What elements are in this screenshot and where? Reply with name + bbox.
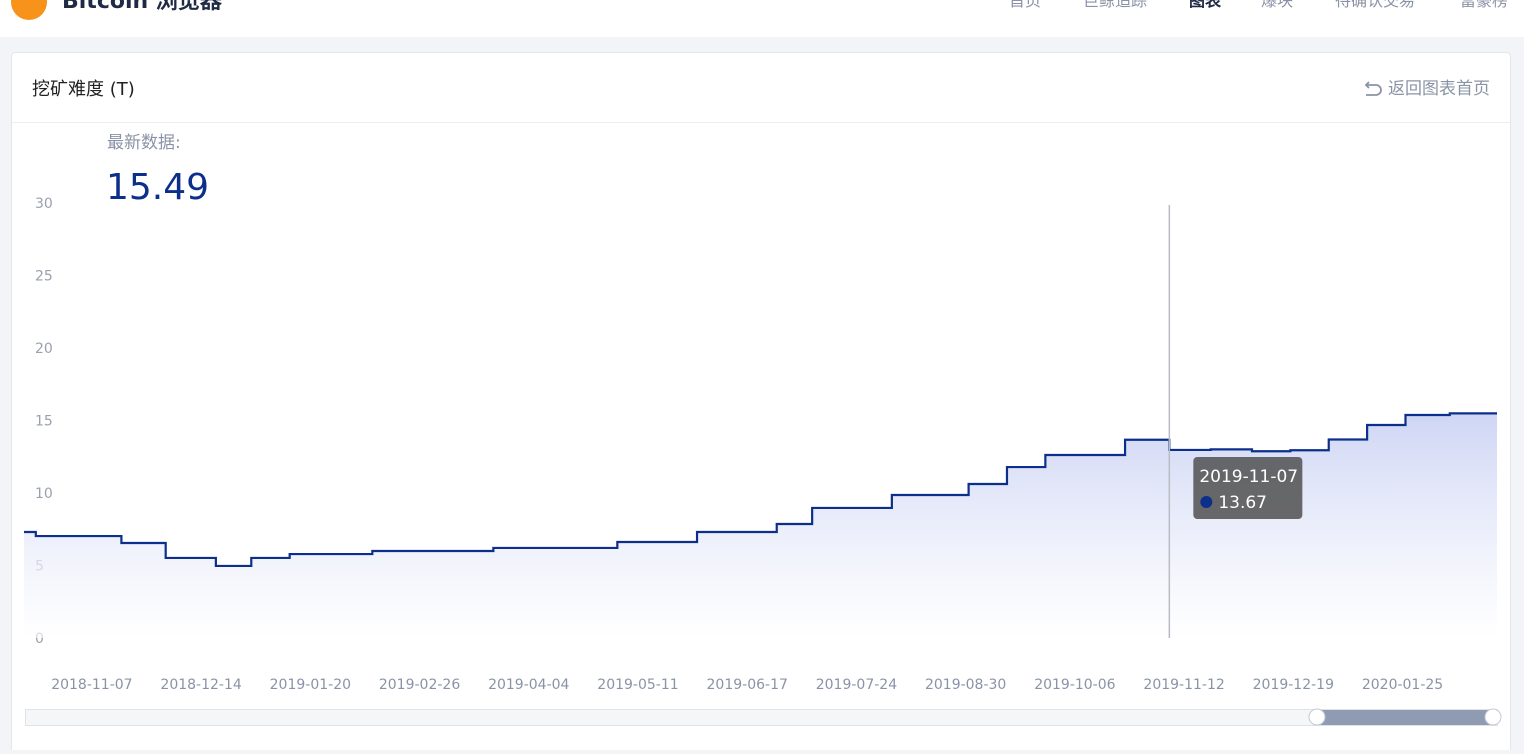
- y-tick-label: 0: [35, 631, 44, 647]
- line: [24, 412, 1497, 568]
- nav-item[interactable]: 首页: [1009, 0, 1041, 10]
- nav-item[interactable]: 巨鲸追踪: [1083, 0, 1147, 10]
- y-tick-label: 30: [35, 196, 53, 212]
- x-tick-label: 2019-07-24: [816, 677, 897, 693]
- x-tick-label: 2019-10-06: [1034, 677, 1115, 693]
- x-tick-label: 2019-08-30: [925, 677, 1006, 693]
- nav-item[interactable]: 图表: [1189, 0, 1222, 10]
- x-tick-label: 2018-12-14: [160, 677, 241, 693]
- y-tick-label: 20: [35, 341, 53, 357]
- x-tick-label: 2018-11-07: [51, 677, 132, 693]
- area: [24, 413, 1497, 638]
- x-tick-label: 2019-06-17: [707, 677, 788, 693]
- zoom-range[interactable]: [1317, 710, 1493, 725]
- x-tick-label: 2019-02-26: [379, 677, 460, 693]
- panel: [11, 52, 1511, 754]
- nav-item[interactable]: 爆块: [1261, 0, 1293, 10]
- site-title: Bitcoin 浏览器: [62, 0, 223, 14]
- y-tick-label: 15: [35, 414, 53, 430]
- tooltip-value: 13.67: [1218, 493, 1267, 513]
- top-bar: [0, 0, 1524, 37]
- zoom-track[interactable]: [25, 709, 1498, 726]
- latest-label: 最新数据:: [107, 133, 181, 153]
- back-icon[interactable]: [1364, 81, 1382, 96]
- tooltip-box: [1193, 457, 1303, 519]
- panel-title: 挖矿难度 (T): [32, 79, 135, 100]
- nav-item[interactable]: 待确认交易: [1335, 0, 1415, 10]
- tooltip-date: 2019-11-07: [1199, 467, 1298, 487]
- x-tick-label: 2019-12-19: [1253, 677, 1334, 693]
- y-tick-label: 25: [35, 269, 53, 285]
- zoom-handle[interactable]: [1308, 708, 1326, 726]
- latest-value: 15.49: [106, 167, 209, 208]
- tooltip-dot: [1200, 496, 1213, 508]
- x-tick-label: 2019-11-12: [1143, 677, 1224, 693]
- x-tick-label: 2019-01-20: [270, 677, 351, 693]
- nav-item[interactable]: 富豪榜: [1460, 0, 1508, 10]
- back-link[interactable]: 返回图表首页: [1388, 79, 1490, 99]
- x-tick-label: 2020-01-25: [1362, 677, 1443, 693]
- x-tick-label: 2019-05-11: [597, 677, 678, 693]
- zoom-handle[interactable]: [1484, 708, 1502, 726]
- logo: [11, 0, 47, 20]
- y-tick-label: 10: [35, 486, 53, 502]
- x-tick-label: 2019-04-04: [488, 677, 569, 693]
